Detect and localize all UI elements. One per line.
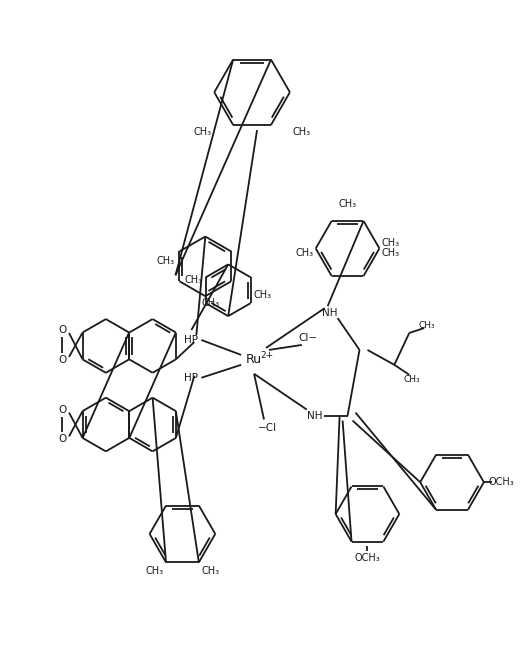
Text: O: O [58, 434, 66, 444]
Text: CH₃: CH₃ [201, 298, 219, 308]
Text: CH₃: CH₃ [381, 248, 400, 259]
Text: CH₃: CH₃ [404, 375, 420, 384]
Text: CH₃: CH₃ [184, 275, 203, 285]
Text: CH₃: CH₃ [293, 127, 311, 137]
Text: CH₃: CH₃ [156, 257, 174, 267]
Text: O: O [58, 355, 66, 365]
Text: CH₃: CH₃ [338, 198, 356, 208]
Text: CH₃: CH₃ [381, 238, 400, 248]
Text: NH: NH [307, 411, 322, 421]
Text: Cl−: Cl− [298, 333, 318, 343]
Text: HP: HP [185, 335, 198, 345]
Text: −Cl: −Cl [257, 422, 277, 432]
Text: CH₃: CH₃ [296, 248, 314, 259]
Text: HP: HP [185, 373, 198, 383]
Text: CH₃: CH₃ [146, 566, 164, 576]
Text: NH: NH [322, 308, 337, 318]
Text: Ru: Ru [246, 353, 262, 366]
Text: CH₃: CH₃ [201, 566, 219, 576]
Text: O: O [58, 405, 66, 415]
Text: 2+: 2+ [261, 351, 273, 360]
Text: OCH₃: OCH₃ [355, 553, 380, 563]
Text: O: O [58, 325, 66, 335]
Text: CH₃: CH₃ [254, 290, 272, 300]
Text: CH₃: CH₃ [419, 321, 436, 329]
Text: CH₃: CH₃ [193, 127, 211, 137]
Text: OCH₃: OCH₃ [489, 477, 514, 487]
